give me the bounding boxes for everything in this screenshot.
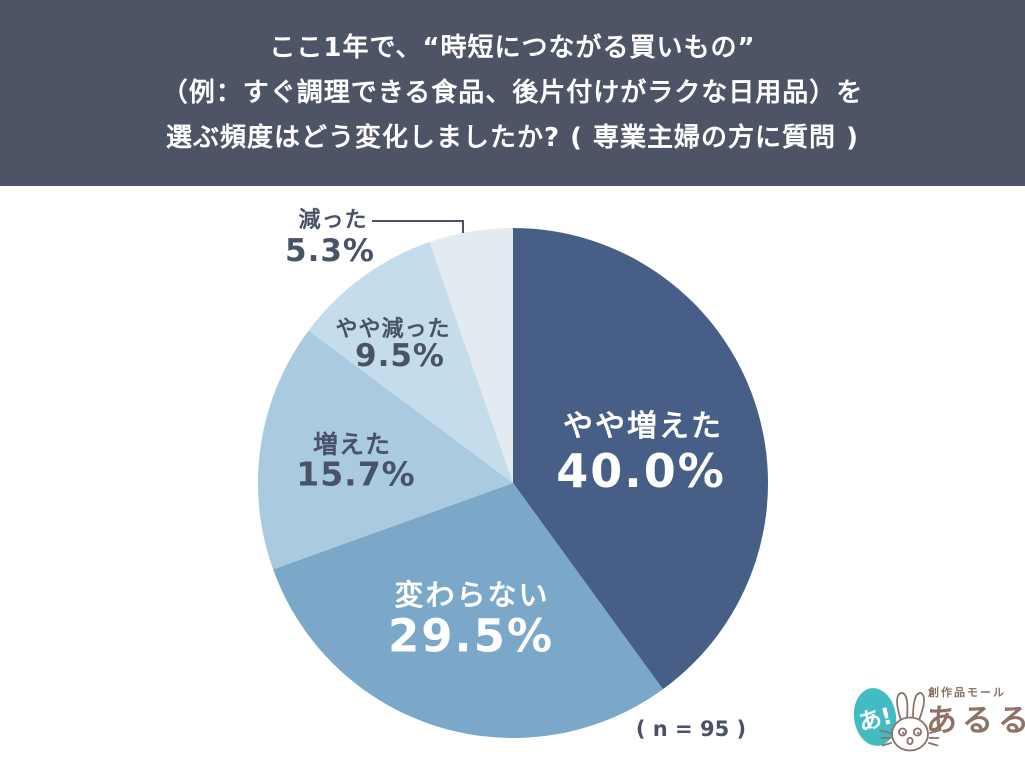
pie-value-fueta: 15.7% (296, 454, 416, 494)
brand-logo: あ! 創作品モール あるる (850, 680, 1025, 762)
pie-label-fueta: 増えた (312, 430, 392, 459)
hetta-connector-line (372, 220, 464, 233)
pie-value-hetta: 5.3% (285, 233, 375, 269)
pie-value-yayahetta: 9.5% (355, 338, 445, 374)
pie-slice-やや増えた (513, 228, 769, 690)
pie-label-kawaranai: 変わらない (394, 578, 550, 612)
chart-title-band: ここ1年で、“時短につながる買いもの” （例：すぐ調理できる食品、後片付けがラク… (0, 0, 1025, 186)
sample-size-note: ( n = 95 ) (635, 717, 747, 741)
pie-label-yayafueta: やや増えた (563, 409, 723, 444)
title-line-3: 選ぶ頻度はどう変化しましたか? ( 専業主婦の方に質問 ) (165, 122, 859, 153)
pie-slice-増えた (258, 330, 513, 570)
title-line-1: ここ1年で、“時短につながる買いもの” (269, 32, 756, 63)
pie-label-hetta: 減った (298, 208, 368, 233)
pie-slice-減った (429, 227, 513, 483)
rabbit-icon (880, 692, 940, 752)
pie-value-kawaranai: 29.5% (387, 609, 555, 663)
logo-tagline: 創作品モール (928, 686, 1006, 699)
logo-name: あるる (926, 703, 1025, 739)
pie-value-yayafueta: 40.0% (556, 444, 726, 498)
pie-slice-やや減った (308, 242, 513, 483)
pie-slice-変わらない (273, 483, 663, 738)
pie-label-yayahetta: やや減った (335, 317, 451, 342)
title-line-2: （例：すぐ調理できる食品、後片付けがラクな日用品）を (161, 77, 864, 108)
